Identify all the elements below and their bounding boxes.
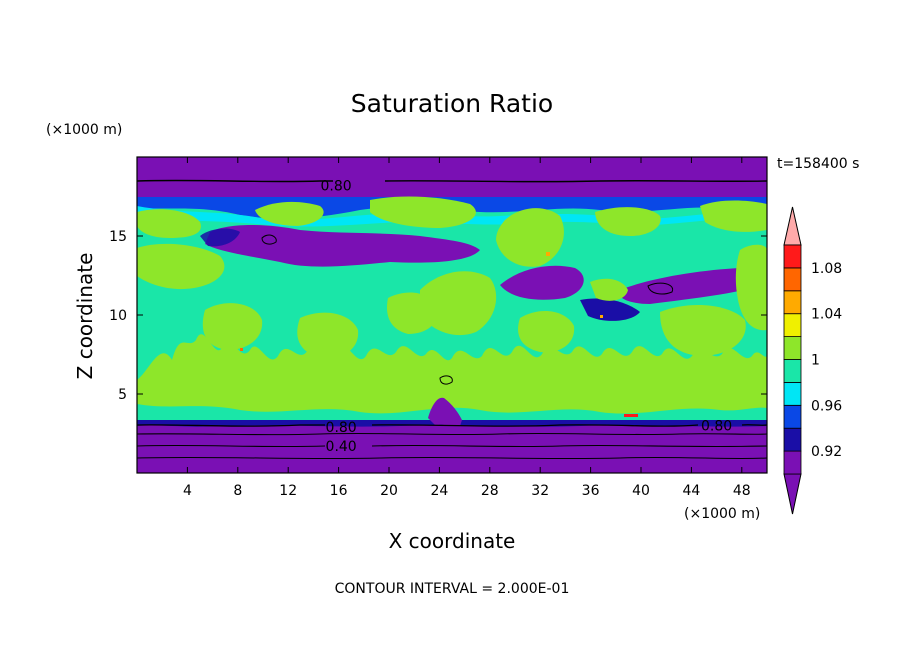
contour-value-label: 0.80	[326, 420, 357, 436]
colorbar-label: 0.92	[811, 444, 842, 460]
colorbar-segment	[783, 450, 802, 475]
field-mid-dry-patch-3	[580, 298, 640, 321]
field-green-blob-2	[255, 201, 324, 226]
colorbar-segment	[783, 427, 802, 452]
x-tick-label: 36	[582, 483, 600, 499]
y-tick-label: 10	[109, 308, 127, 324]
field-upper-dry-ring	[200, 228, 240, 247]
colorbar-segment	[783, 381, 802, 406]
chart-title: Saturation Ratio	[351, 89, 553, 118]
time-label: t=158400 s	[777, 156, 859, 172]
field-green-blob-8	[420, 271, 497, 336]
x-tick-label: 28	[481, 483, 499, 499]
x-tick-label: 8	[233, 483, 242, 499]
field-lower-green-band	[137, 334, 767, 418]
contour-loop-2	[647, 282, 674, 295]
y-unit-label: (×1000 m)	[46, 122, 122, 138]
field-dry-plume	[428, 397, 462, 432]
contour-value-label: 0.40	[326, 439, 357, 455]
contour-loop-3	[439, 375, 453, 385]
field-spot-4	[240, 348, 243, 351]
x-axis: 4 8 12 16 20 24 28 32 36 40 44 48	[183, 157, 751, 499]
colorbar-label: 1.08	[811, 261, 842, 277]
field-upper-dry	[137, 157, 767, 197]
contour-interval-note: CONTOUR INTERVAL = 2.000E-01	[335, 581, 570, 597]
contour-labels: 0.80 0.80 0.40 0.80	[320, 178, 732, 455]
colorbar-segment	[783, 244, 802, 269]
field-green-blob-11	[590, 278, 628, 301]
x-axis-title: X coordinate	[389, 529, 516, 553]
contour-value-label: 0.80	[320, 178, 351, 194]
x-tick-label: 20	[380, 483, 398, 499]
y-tick-label: 15	[109, 229, 127, 245]
colorbar-segment	[783, 267, 802, 292]
y-axis: 5 10 15	[109, 229, 767, 403]
x-tick-label: 40	[632, 483, 650, 499]
y-axis-title: Z coordinate	[73, 253, 97, 380]
colorbar-label: 1.04	[811, 307, 842, 323]
colorbar-over-arrow	[783, 206, 802, 246]
colorbar-segment	[783, 359, 802, 383]
contour-value-label: 0.80	[701, 419, 732, 435]
colorbar-segment	[783, 404, 802, 429]
x-unit-label: (×1000 m)	[684, 506, 760, 522]
colorbar-segment	[783, 336, 802, 360]
colorbar-under-arrow	[783, 473, 802, 515]
x-tick-label: 48	[733, 483, 751, 499]
field-green-blob-14	[386, 292, 439, 334]
field-upper-dry-intrusion	[205, 225, 480, 267]
colorbar-label: 0.96	[811, 398, 842, 414]
field-green-blob-7	[137, 243, 225, 290]
x-tick-label: 24	[430, 483, 448, 499]
contour-line-lower-040	[137, 444, 767, 448]
colorbar: 1.08 1.04 1 0.96 0.92	[783, 206, 842, 515]
colorbar-segment	[783, 290, 802, 315]
x-tick-label: 4	[183, 483, 192, 499]
field-spot-3	[600, 315, 603, 318]
field-green-blob-3	[370, 196, 476, 228]
field-spot-2	[546, 252, 550, 256]
field-mid-dry-patch-1	[500, 265, 584, 300]
colorbar-segment	[783, 313, 802, 338]
field-spot-1	[624, 414, 638, 417]
x-tick-label: 44	[682, 483, 700, 499]
field-green-blob-15	[518, 311, 575, 353]
contour-line-lower-020	[137, 456, 767, 460]
contour-loop-1	[261, 234, 277, 245]
field-green-blob-10	[735, 244, 767, 331]
field-green-blob-12	[202, 303, 263, 350]
colorbar-label: 1	[811, 353, 820, 369]
y-tick-label: 5	[118, 387, 127, 403]
field-green-blob-1	[137, 209, 201, 238]
field-green-blob-9	[660, 305, 746, 356]
x-tick-label: 16	[330, 483, 348, 499]
contour-line-lower-080	[137, 424, 767, 427]
contour-line-lower-060	[137, 432, 767, 436]
field-green-blob-6	[700, 200, 767, 232]
field-mid-dry-patch-2	[619, 268, 760, 304]
x-tick-label: 32	[531, 483, 549, 499]
contour-line-upper	[137, 179, 767, 183]
plot-area	[137, 157, 767, 473]
field-green-blob-5	[595, 207, 661, 236]
x-tick-label: 12	[279, 483, 297, 499]
